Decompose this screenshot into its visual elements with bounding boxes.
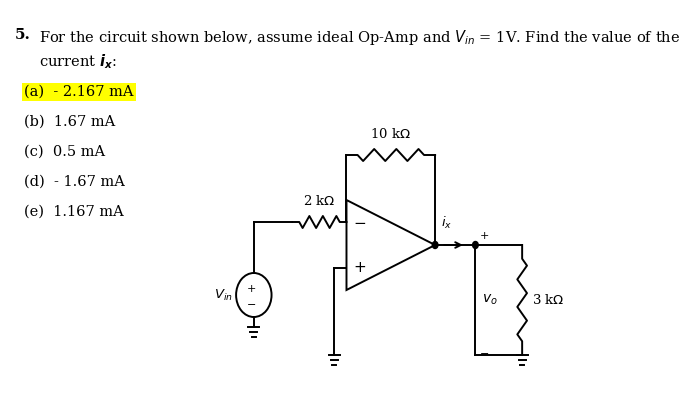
Text: (a)  - 2.167 mA: (a) - 2.167 mA [25, 85, 134, 99]
Circle shape [473, 241, 478, 249]
Text: $-$: $-$ [353, 214, 366, 229]
Text: $-$: $-$ [246, 298, 256, 308]
Text: $+$: $+$ [353, 260, 366, 276]
Text: $i_x$: $i_x$ [441, 215, 452, 231]
Text: $-$: $-$ [479, 347, 489, 357]
Text: $v_o$: $v_o$ [482, 293, 498, 307]
Text: 5.: 5. [15, 28, 30, 42]
Text: (c)  0.5 mA: (c) 0.5 mA [25, 145, 105, 159]
Text: (b)  1.67 mA: (b) 1.67 mA [25, 115, 116, 129]
Text: $V_{in}$: $V_{in}$ [214, 287, 233, 303]
Text: $+$: $+$ [479, 230, 489, 241]
Text: 10 k$\Omega$: 10 k$\Omega$ [370, 127, 411, 141]
Text: (d)  - 1.67 mA: (d) - 1.67 mA [25, 175, 125, 189]
Text: 2 k$\Omega$: 2 k$\Omega$ [303, 194, 335, 208]
Text: 3 k$\Omega$: 3 k$\Omega$ [532, 293, 564, 307]
Text: $+$: $+$ [246, 283, 256, 293]
Circle shape [433, 241, 438, 249]
Text: For the circuit shown below, assume ideal Op-Amp and $V_{in}$ = 1V. Find the val: For the circuit shown below, assume idea… [38, 28, 680, 47]
Text: (e)  1.167 mA: (e) 1.167 mA [25, 205, 124, 219]
Text: current $\bfit{i_x}$:: current $\bfit{i_x}$: [38, 52, 116, 71]
